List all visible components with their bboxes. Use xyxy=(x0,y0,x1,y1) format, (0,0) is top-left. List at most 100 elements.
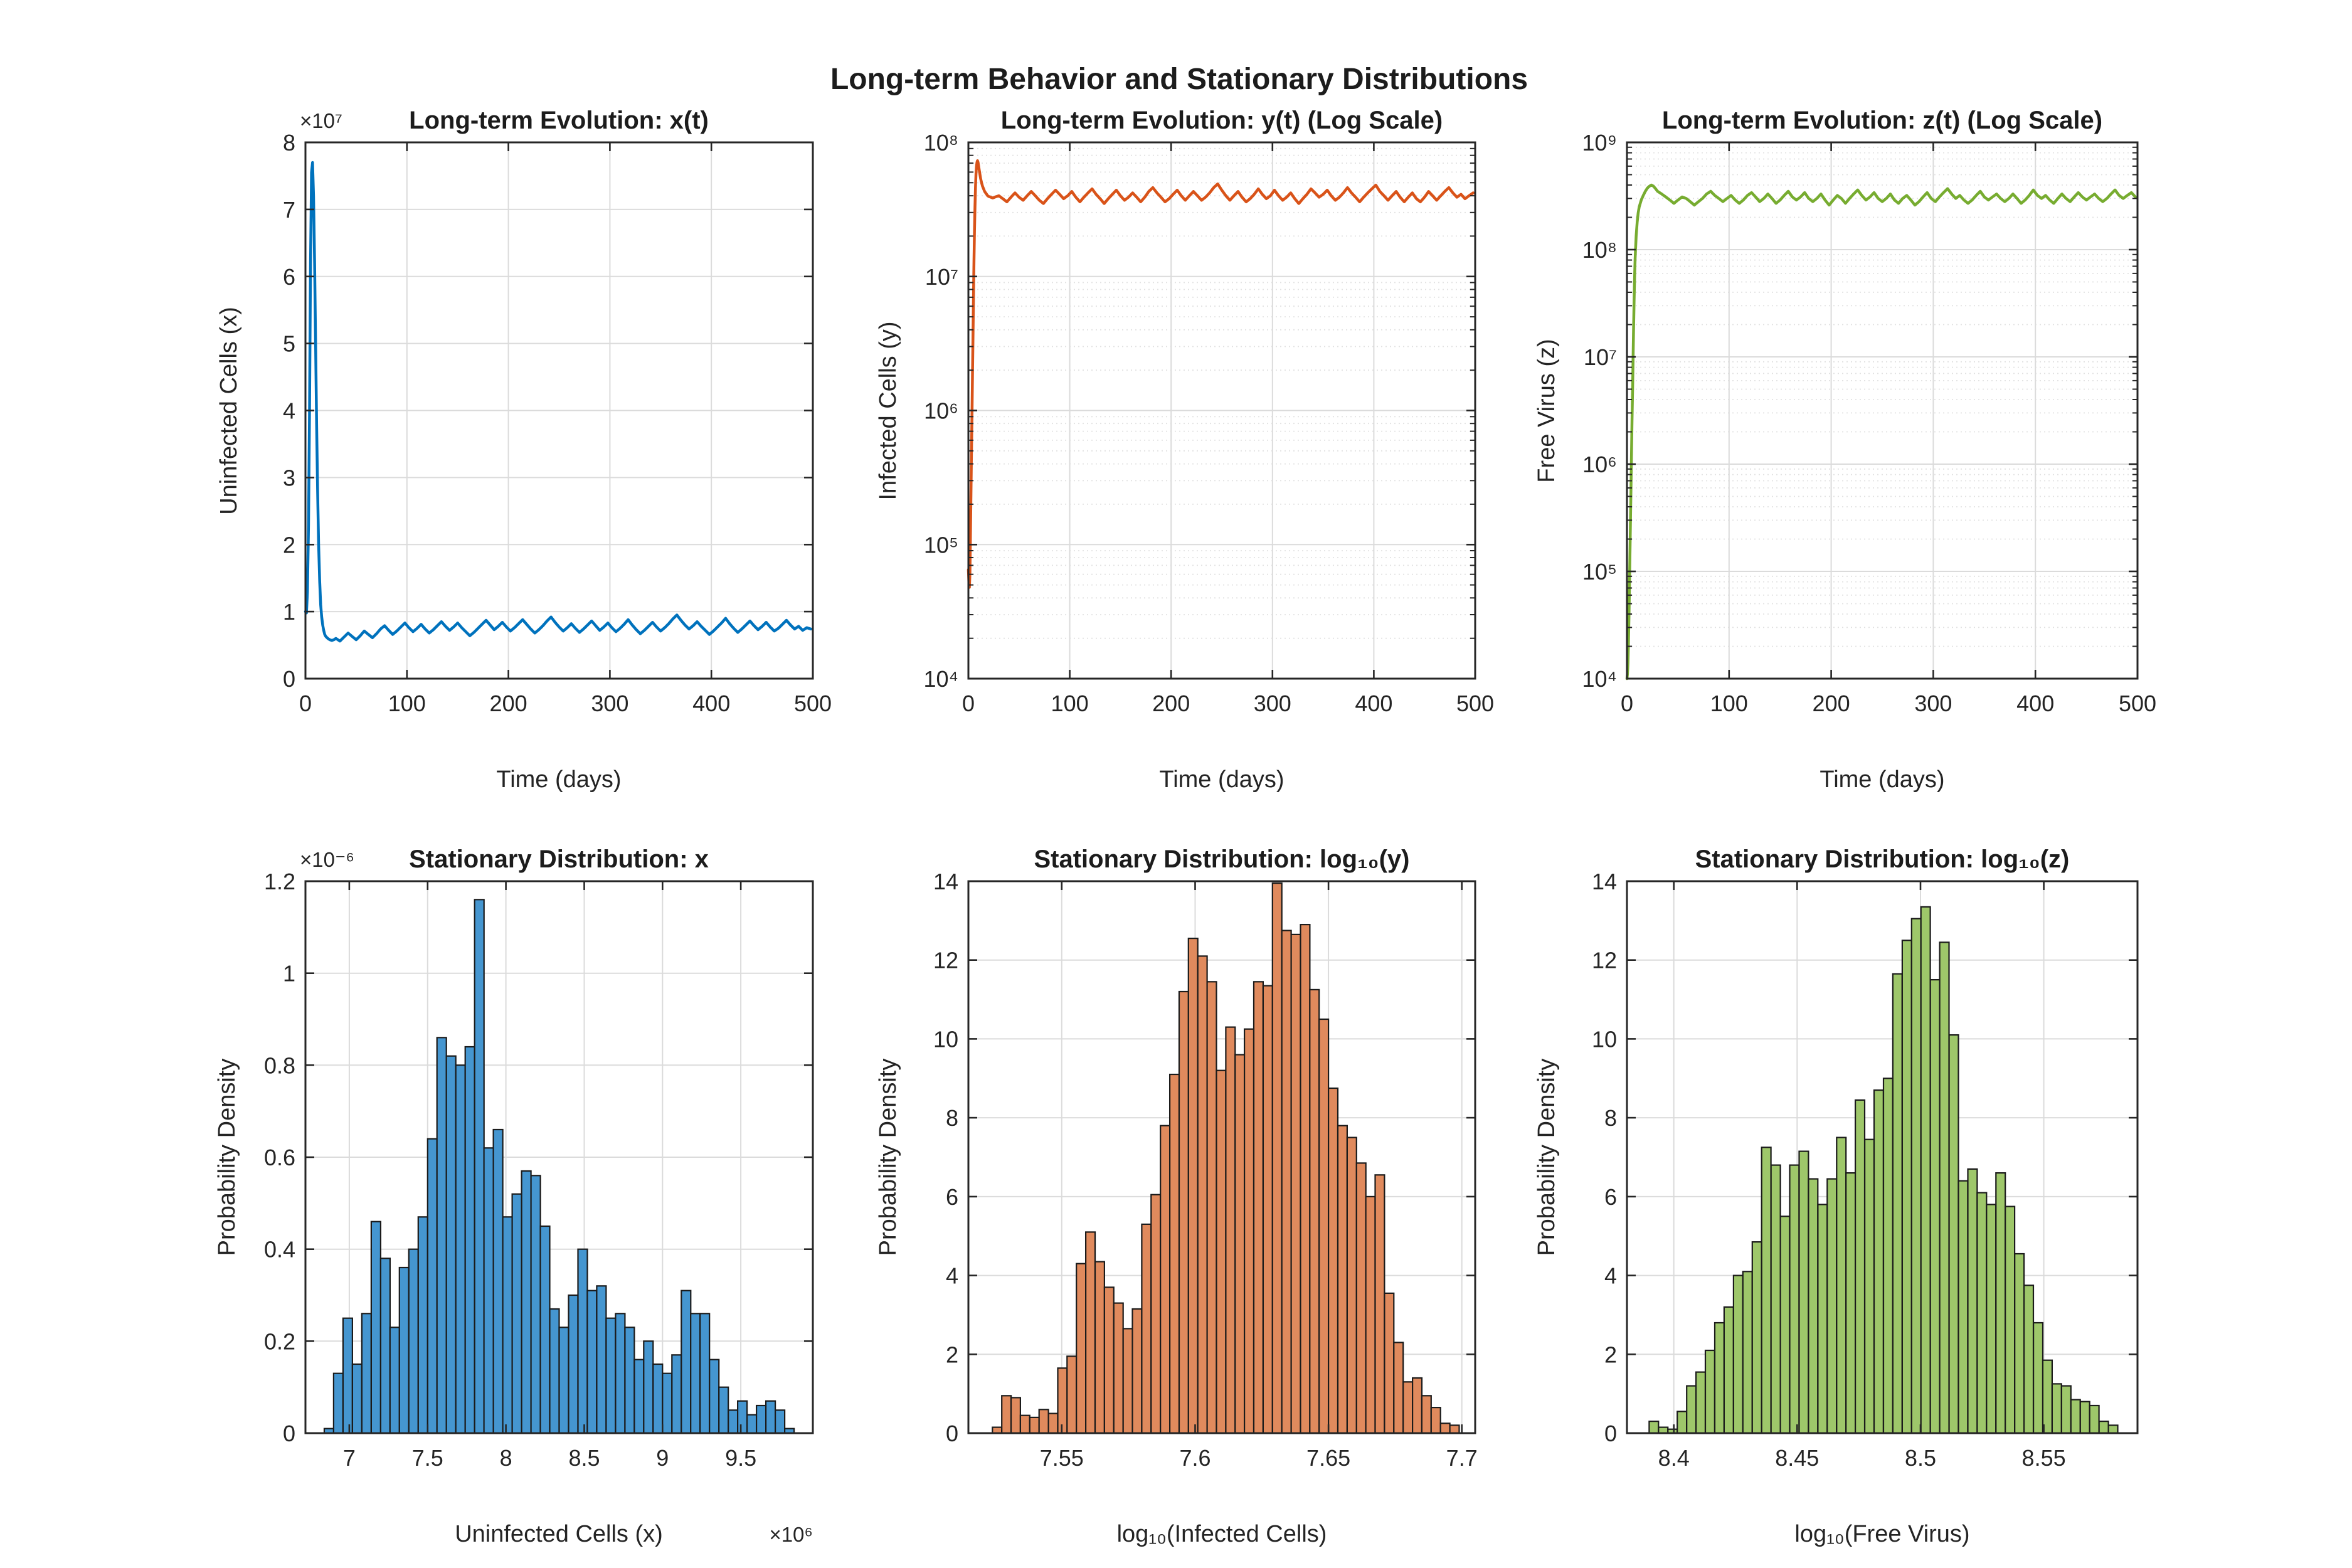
histogram-bar xyxy=(765,1400,776,1434)
histogram-bar xyxy=(492,1128,504,1434)
subplot-top_right: 0 100 200 300 400 500 10⁴ 10⁵ 10⁶ 10⁷ 10⁸ 10⁹ xyxy=(1582,130,2156,716)
y-tick-label: 10⁷ xyxy=(925,264,958,290)
histogram-bar xyxy=(1817,1204,1828,1434)
histogram-bar xyxy=(530,1175,541,1434)
axes-box xyxy=(1626,880,2139,1434)
histogram-bar xyxy=(1948,1034,1959,1434)
histogram-bar xyxy=(728,1409,739,1434)
histogram-bar xyxy=(736,1400,748,1434)
histogram-bar xyxy=(652,1363,664,1434)
histogram-bar xyxy=(690,1313,701,1434)
histogram-bar xyxy=(521,1170,532,1434)
histogram-bar xyxy=(1374,1174,1385,1434)
histogram-bar xyxy=(1995,1172,2006,1434)
ylabel-hist-x: Probability Density xyxy=(214,1059,240,1256)
histogram-bar xyxy=(379,1258,391,1434)
histogram-bar xyxy=(699,1313,711,1434)
y-exponent-label-hist-x: ×10⁻⁶ xyxy=(300,848,354,871)
histogram-bar xyxy=(342,1317,354,1434)
y-tick-label: 12 xyxy=(1592,948,1617,973)
histogram-bar xyxy=(2079,1401,2090,1434)
histogram-bar xyxy=(1094,1261,1105,1434)
histogram-bar xyxy=(1855,1099,1866,1434)
histogram-bar xyxy=(633,1359,645,1434)
histogram-bar xyxy=(408,1248,419,1434)
y-tick-label: 1 xyxy=(283,599,295,625)
histogram-bar xyxy=(2107,1424,2119,1434)
histogram-bar xyxy=(1901,940,1912,1434)
histogram-bar xyxy=(539,1225,551,1434)
histogram-bar xyxy=(615,1313,626,1434)
x-tick-label: 0 xyxy=(962,691,975,716)
histogram-bar xyxy=(1789,1164,1800,1434)
x-tick-label: 500 xyxy=(1456,691,1494,716)
y-tick-label: 10⁸ xyxy=(1582,237,1617,263)
histogram-bar xyxy=(1328,1087,1339,1434)
subplot-bot_right: 8.4 8.45 8.5 8.55 0 2 4 6 8 10 12 14 xyxy=(1592,869,2139,1471)
y-tick-label: 3 xyxy=(283,465,295,490)
histogram-bar xyxy=(2070,1399,2081,1434)
y-tick-label: 5 xyxy=(283,331,295,357)
histogram-bar xyxy=(1113,1302,1124,1434)
tick-labels: 7 7.5 8 8.5 9 9.5 0 0.2 0.4 0.6 0.8 1 1.2 xyxy=(264,869,756,1471)
y-tick-label: 7 xyxy=(283,197,295,223)
axes-box xyxy=(967,880,1476,1434)
histogram-bar xyxy=(417,1216,428,1434)
y-tick-label: 6 xyxy=(1604,1184,1617,1210)
histogram-bar xyxy=(1309,988,1320,1434)
y-tick-label: 8 xyxy=(283,130,295,156)
histogram-bar xyxy=(1253,981,1264,1434)
histogram-bar xyxy=(2023,1285,2035,1434)
histogram-bar xyxy=(2089,1404,2100,1434)
xlabel-yt: Time (days) xyxy=(1159,766,1284,793)
gridlines xyxy=(1626,142,2138,679)
tick-labels: 0 100 200 300 400 500 10⁴ 10⁵ 10⁶ 10⁷ 10⁸ xyxy=(923,130,1494,716)
histogram-bar xyxy=(474,899,485,1434)
histogram-bar xyxy=(1271,882,1283,1434)
histogram-bar xyxy=(1704,1349,1715,1434)
histogram-bar xyxy=(1206,981,1217,1434)
histogram-bar xyxy=(1225,1026,1236,1434)
histogram-bar xyxy=(568,1294,579,1434)
histogram-bar xyxy=(1439,1422,1451,1434)
histogram-bar xyxy=(586,1290,598,1434)
x-tick-label: 8.45 xyxy=(1775,1445,1819,1471)
tick-marks xyxy=(304,141,814,680)
x-tick-label: 0 xyxy=(1621,691,1633,716)
x-tick-label: 8 xyxy=(500,1445,512,1471)
histogram-bar xyxy=(445,1055,457,1434)
y-tick-label: 0.2 xyxy=(264,1328,295,1354)
x-tick-label: 200 xyxy=(490,691,527,716)
x-tick-label: 100 xyxy=(1710,691,1748,716)
y-tick-label: 10⁹ xyxy=(1582,130,1617,156)
subplot-title-hist-z: Stationary Distribution: log₁₀(z) xyxy=(1695,845,2070,873)
histogram-bar xyxy=(1318,1018,1330,1434)
histogram-bar xyxy=(774,1409,786,1434)
gridlines xyxy=(305,142,813,679)
y-tick-label: 10⁶ xyxy=(1582,452,1617,477)
histogram-bar xyxy=(1412,1377,1423,1434)
histogram-bar xyxy=(1873,1089,1884,1434)
histogram-bar xyxy=(398,1266,410,1434)
histogram-bar xyxy=(332,1372,344,1434)
y-tick-label: 0 xyxy=(946,1421,958,1446)
x-tick-label: 8.5 xyxy=(568,1445,600,1471)
histogram-bar xyxy=(1057,1367,1068,1434)
histogram-bar xyxy=(1648,1421,1660,1434)
histogram-bar xyxy=(1038,1409,1049,1434)
histogram-bar xyxy=(1262,985,1273,1434)
y-exponent-label-xt: ×10⁷ xyxy=(300,109,342,132)
histogram-bar xyxy=(361,1313,373,1434)
x-tick-label: 400 xyxy=(1355,691,1392,716)
histogram-bar xyxy=(662,1372,673,1434)
histogram-bar xyxy=(1695,1371,1707,1434)
histogram-bar xyxy=(1976,1192,1988,1434)
histogram-bar xyxy=(1430,1407,1441,1434)
x-tick-label: 7.5 xyxy=(412,1445,443,1471)
x-tick-label: 7.55 xyxy=(1040,1445,1084,1471)
histogram-bar xyxy=(671,1354,682,1434)
histogram-bars xyxy=(323,899,795,1434)
x-tick-label: 100 xyxy=(1051,691,1089,716)
tick-marks xyxy=(968,880,1475,1434)
